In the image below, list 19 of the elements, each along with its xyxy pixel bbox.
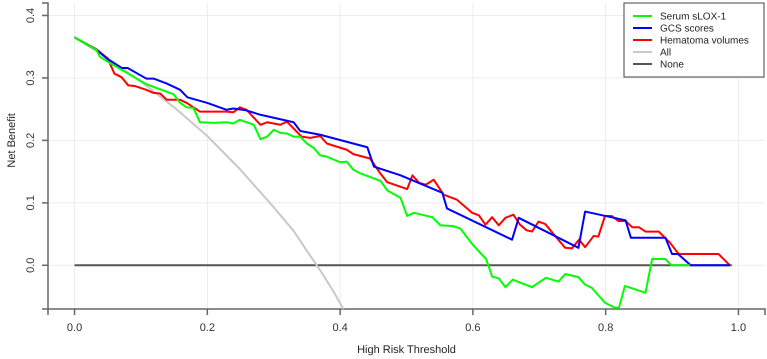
x-tick-label: 1.0 (730, 322, 746, 334)
legend-label: None (660, 60, 684, 70)
legend-label: All (660, 48, 672, 58)
y-tick-label: 0.4 (24, 8, 37, 24)
y-tick-label: 0.0 (24, 258, 37, 273)
line-series (74, 36, 344, 309)
y-tick-label: 0.3 (24, 70, 37, 86)
y-tick-label: 0.1 (24, 195, 37, 210)
y-axis-title: Net Benefit (6, 113, 18, 168)
legend-label: Serum sLOX-1 (660, 12, 727, 22)
x-tick-label: 0.0 (66, 322, 82, 334)
legend-label: GCS scores (660, 24, 714, 34)
x-tick-label: 0.6 (465, 322, 481, 334)
x-tick-label: 0.4 (332, 322, 348, 334)
x-tick-label: 0.8 (598, 322, 614, 334)
x-axis-title: High Risk Threshold (357, 344, 456, 356)
legend-label: Hematoma volumes (660, 36, 749, 46)
y-tick-label: 0.2 (24, 132, 37, 148)
x-tick-label: 0.2 (200, 322, 215, 334)
